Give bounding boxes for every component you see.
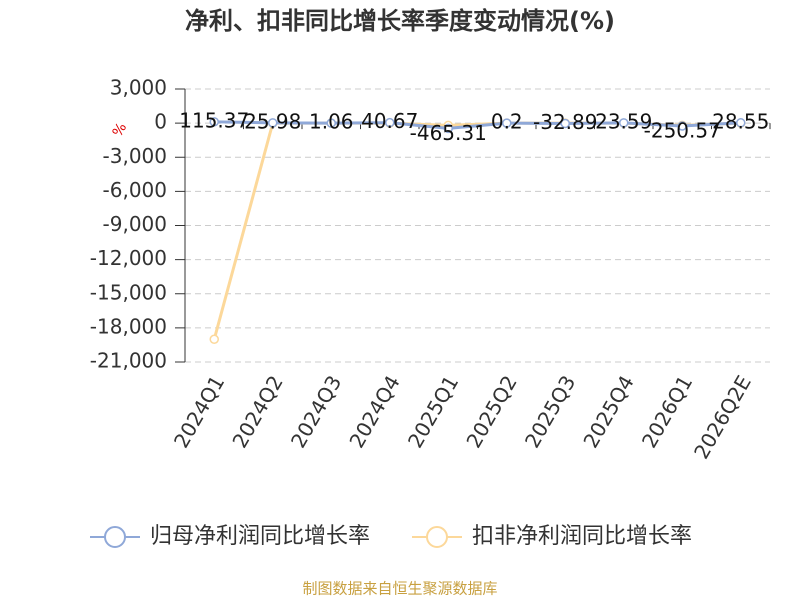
data-label: -465.31 [410,121,487,145]
y-tick-label: -6,000 [103,178,167,202]
point [385,117,395,128]
x-tick-label: 2026Q1 [637,371,697,452]
point [209,334,219,344]
x-tick-label: 2025Q2 [461,371,521,452]
point [209,117,219,127]
y-tick-label: -3,000 [103,144,167,168]
data-label: -250.57 [644,118,721,142]
x-tick-label: 2024Q1 [169,371,229,452]
data-label: 28.55 [712,109,769,133]
source-note: 制图数据来自恒生聚源数据库 [302,580,497,598]
point [502,118,512,128]
x-tick-label: 2025Q3 [520,371,580,452]
data-label: -32.89 [533,110,597,134]
point [560,118,570,129]
data-label: 23.59 [595,109,652,133]
y-axis-label: % [110,120,131,140]
y-tick-label: 0 [154,110,167,134]
data-label: 40.67 [361,109,418,133]
point [326,118,336,128]
y-tick-label: -18,000 [90,314,167,338]
y-tick-label: -15,000 [90,280,167,304]
x-tick-label: 2025Q4 [578,371,638,452]
point [268,118,278,128]
point [443,123,453,134]
legend-label: 归母净利润同比增长率 [150,524,370,549]
data-label: 25.98 [244,109,301,133]
data-label: 0.2 [491,110,523,134]
y-tick-label: -9,000 [103,212,167,236]
series-line [214,120,741,130]
point [736,118,746,128]
legend-marker [104,526,126,548]
legend-marker [426,526,448,548]
series-line [212,121,741,340]
y-tick-label: -12,000 [90,246,167,270]
y-tick-label: -21,000 [90,349,167,373]
y-tick-label: 3,000 [110,76,167,100]
chart-title: 净利、扣非同比增长率季度变动情况(%) [185,7,615,35]
x-tick-label: 2025Q1 [403,371,463,452]
data-label: 1.06 [309,110,354,134]
point [677,121,687,131]
data-label: 115.37 [179,108,249,132]
x-tick-label: 2024Q2 [227,371,287,452]
legend-label: 扣非净利润同比增长率 [472,524,692,549]
x-tick-label: 2024Q3 [286,371,346,452]
point [619,118,629,128]
x-tick-label: 2026Q2E [689,371,756,463]
x-tick-label: 2024Q4 [344,371,404,452]
